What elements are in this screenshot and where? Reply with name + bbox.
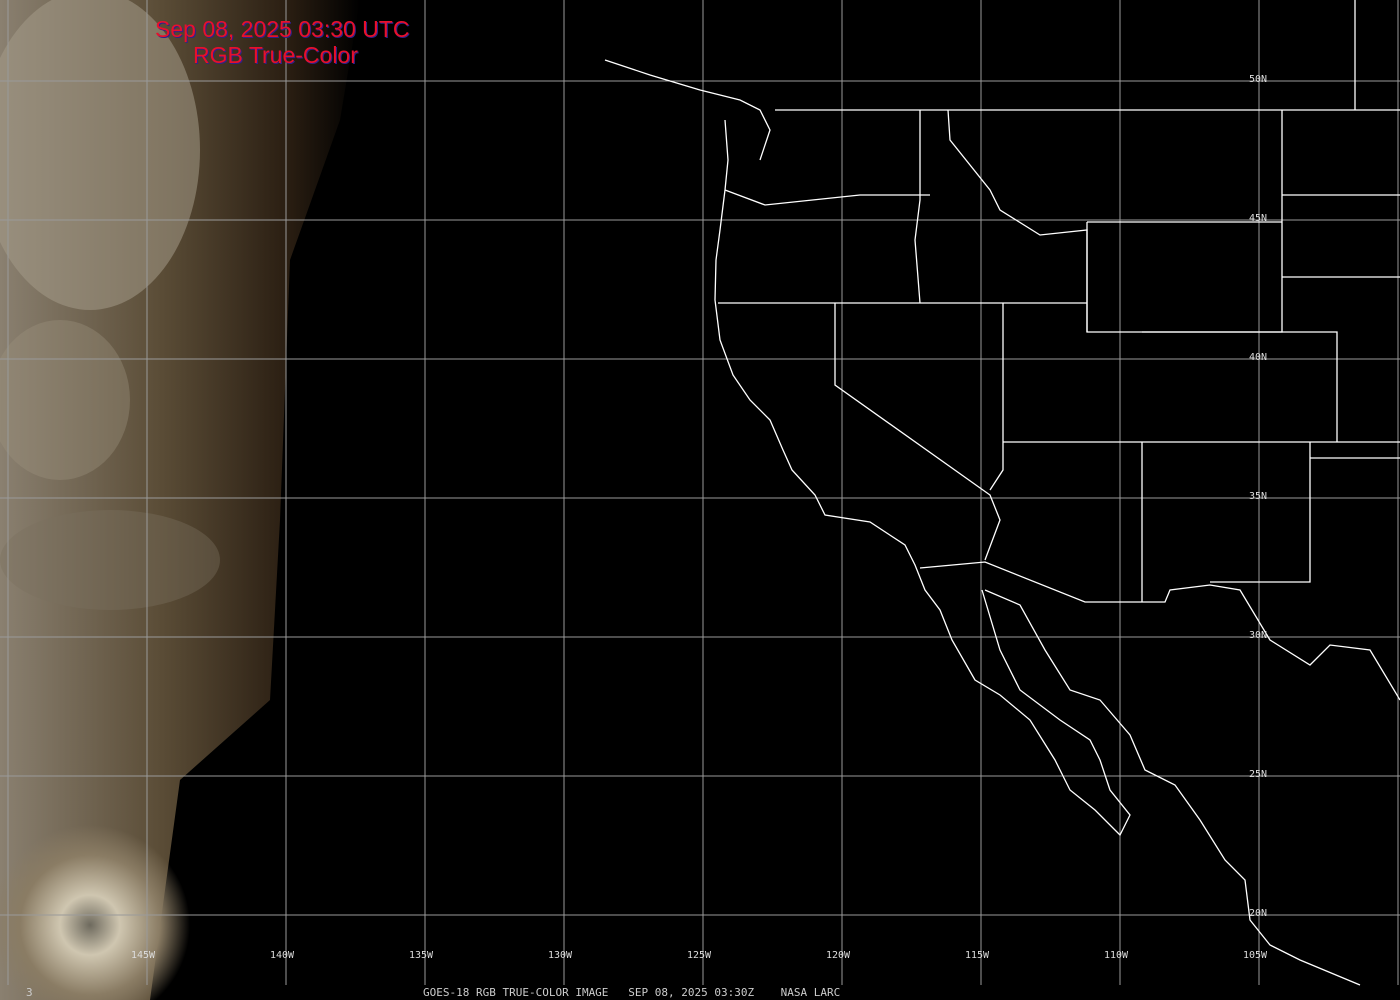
nv-ut-border — [989, 303, 1004, 491]
longitude-label: 105W — [1243, 950, 1268, 961]
latitude-label: 45N — [1249, 213, 1268, 224]
boundaries — [604, 0, 1400, 986]
title-timestamp: Sep 08, 2025 03:30 UTC — [155, 16, 410, 42]
or-wa-border — [724, 189, 930, 206]
id-mt-border — [947, 109, 1283, 333]
latitude-label: 20N — [1249, 908, 1268, 919]
ca-nv-border — [834, 303, 1001, 561]
latitude-label: 40N — [1249, 352, 1268, 363]
latitude-label: 25N — [1249, 769, 1268, 780]
frame-number: 3 — [26, 986, 33, 999]
title-product: RGB True-Color — [193, 42, 358, 68]
canada-coast — [604, 59, 771, 161]
latitude-label: 30N — [1249, 630, 1268, 641]
us-mexico-border — [919, 561, 1400, 701]
longitude-label: 130W — [548, 950, 573, 961]
idaho-west-border — [914, 110, 921, 304]
cloud-imagery — [0, 0, 360, 1000]
latitude-label: 50N — [1249, 74, 1268, 85]
longitude-label: 115W — [965, 950, 990, 961]
longitude-label: 125W — [687, 950, 712, 961]
mainland-mexico-coast — [984, 589, 1361, 986]
longitude-label: 140W — [270, 950, 295, 961]
longitude-label: 110W — [1104, 950, 1129, 961]
longitude-label: 145W — [131, 950, 156, 961]
pacific-coastline — [714, 119, 1131, 837]
longitude-label: 120W — [826, 950, 851, 961]
image-caption: GOES-18 RGB TRUE-COLOR IMAGE SEP 08, 202… — [423, 986, 841, 999]
longitude-label: 135W — [409, 950, 434, 961]
latitude-label: 35N — [1249, 491, 1268, 502]
